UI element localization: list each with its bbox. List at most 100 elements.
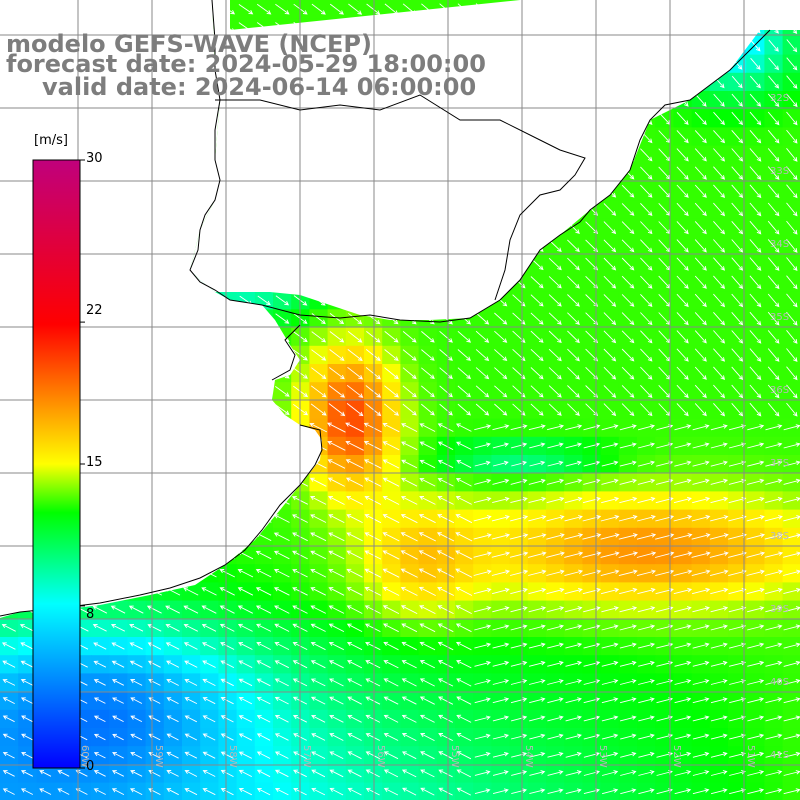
wind-arrow [329,3,344,15]
wind-arrow [547,642,564,649]
wind-arrow [749,93,762,107]
wind-arrow [2,733,15,741]
wind-arrow [710,697,728,704]
wind-arrow [310,641,326,651]
wind-arrow [347,751,362,760]
wind-arrow [237,605,254,614]
wind-arrow [713,403,726,417]
wind-arrow [273,550,290,560]
wind-arrow [548,348,562,362]
field-cell [127,782,147,800]
wind-arrow [694,166,707,180]
wind-arrow [419,623,436,633]
wind-arrow [621,294,635,307]
field-cell [182,782,201,800]
wind-arrow [603,330,617,344]
wind-arrow [455,623,472,633]
wind-arrow [695,93,707,107]
wind-arrow [637,642,656,649]
wind-arrow [764,569,784,576]
wind-arrow [311,714,326,723]
wind-arrow [528,587,547,595]
wind-arrow [456,714,472,723]
wind-arrow [401,733,417,742]
wind-arrow [546,533,565,540]
wind-arrow [786,202,798,217]
wind-arrow [767,184,780,199]
wind-arrow [473,515,492,522]
wind-arrow [347,366,364,380]
wind-arrow [165,623,180,632]
wind-arrow [747,715,765,722]
colorbar-tick-15: 15 [86,455,103,470]
wind-arrow [420,733,435,742]
wind-arrow [565,624,583,631]
wind-arrow [401,459,418,469]
wind-arrow [184,733,198,741]
wind-arrow [129,642,143,650]
wind-arrow [492,697,510,704]
wind-arrow [400,586,418,596]
wind-arrow [676,312,689,326]
wind-arrow [601,697,619,704]
wind-arrow [694,366,707,380]
wind-arrow [183,623,199,632]
wind-arrow [694,275,707,289]
wind-arrow [511,751,528,758]
wind-arrow [147,623,162,632]
wind-arrow [21,715,33,723]
field-cell [782,36,800,56]
wind-arrow [583,606,601,613]
field-cell [0,782,19,800]
wind-arrow [731,330,744,344]
wind-arrow [638,733,655,740]
wind-arrow [676,130,689,144]
wind-arrow [638,697,655,704]
wind-arrow [528,606,547,613]
wind-arrow [713,239,726,253]
wind-arrow [601,496,620,504]
wind-arrow [618,533,638,540]
wind-arrow [530,276,544,289]
wind-arrow [347,331,363,343]
wind-arrow [710,424,728,431]
wind-arrow [674,715,692,722]
wind-arrow [621,221,635,235]
wind-arrow [694,348,707,362]
wind-arrow [585,239,599,253]
wind-arrow [637,606,656,613]
wind-arrow [256,733,271,741]
field-cell [436,782,456,800]
wind-arrow [2,788,15,795]
wind-arrow [365,641,381,651]
wind-arrow [783,587,800,595]
wind-arrow [419,423,436,432]
wind-arrow [710,460,728,467]
wind-arrow [327,459,346,469]
wind-arrow [456,441,472,450]
wind-arrow [383,696,399,705]
wind-arrow [273,532,290,542]
wind-arrow [767,311,780,326]
wind-arrow [529,788,546,795]
wind-arrow [347,787,362,796]
wind-arrow [93,697,106,704]
wind-arrow [491,551,511,558]
wind-arrow [731,75,743,89]
wind-arrow [437,678,454,687]
wind-arrow [510,587,529,595]
wind-arrow [694,312,707,326]
wind-arrow [382,568,400,578]
wind-arrow [93,751,106,759]
wind-arrow [782,551,800,558]
wind-arrow [220,697,234,705]
wind-arrow [710,788,728,795]
wind-arrow [673,569,693,577]
wind-arrow [310,568,327,578]
wind-arrow [474,751,491,758]
wind-arrow [601,715,619,722]
wind-arrow [166,733,179,741]
field-cell [418,782,438,800]
wind-arrow [565,751,582,758]
wind-arrow [418,514,436,524]
